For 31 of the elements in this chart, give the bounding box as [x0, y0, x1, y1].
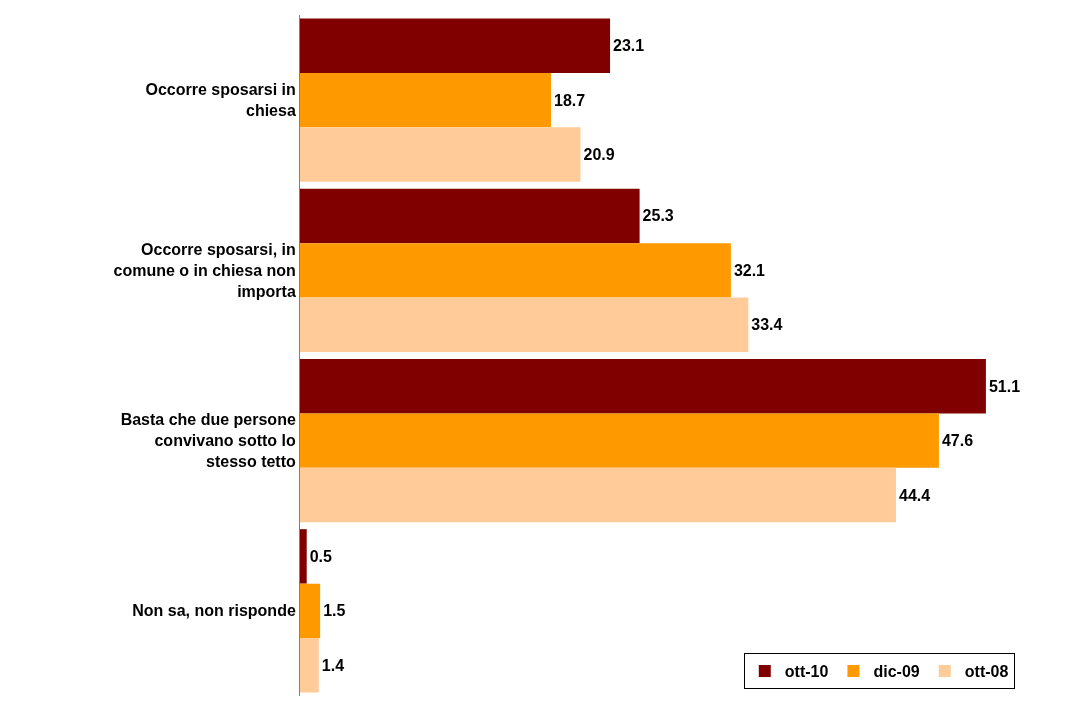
y-tick-label: Basta che due persone convivano sotto lo stesso tetto [120, 411, 297, 471]
data-label: 32.1 [733, 261, 766, 279]
bar [300, 188, 640, 244]
bar [300, 583, 321, 639]
data-label: 18.7 [554, 91, 586, 109]
data-label: 23.1 [613, 37, 645, 55]
bar [300, 529, 307, 584]
bar [300, 467, 896, 523]
y-tick-label: Non sa, non risponde [132, 602, 296, 620]
data-label: 1.4 [321, 656, 345, 674]
bar [300, 127, 581, 182]
legend-label: dic-09 [873, 663, 920, 681]
data-label: 25.3 [642, 207, 674, 225]
data-label: 51.1 [988, 377, 1021, 395]
legend-label: ott-08 [964, 663, 1009, 681]
bar [300, 413, 939, 468]
bar [300, 297, 749, 353]
bar [300, 72, 551, 128]
bar [300, 358, 986, 414]
legend-label: ott-10 [784, 663, 829, 681]
bar [300, 18, 611, 73]
y-tick-label: Occorre sposarsi in chiesa [145, 81, 296, 120]
data-label: 1.5 [323, 602, 346, 620]
data-label: 44.4 [898, 486, 931, 504]
bar [300, 243, 731, 298]
data-label: 47.6 [941, 432, 974, 450]
bar [300, 638, 319, 693]
data-label: 20.9 [583, 146, 615, 164]
data-label: 0.5 [309, 547, 333, 565]
y-tick-label: Occorre sposarsi, in comune o in chiesa non importa [113, 241, 296, 300]
data-label: 33.4 [751, 316, 783, 334]
